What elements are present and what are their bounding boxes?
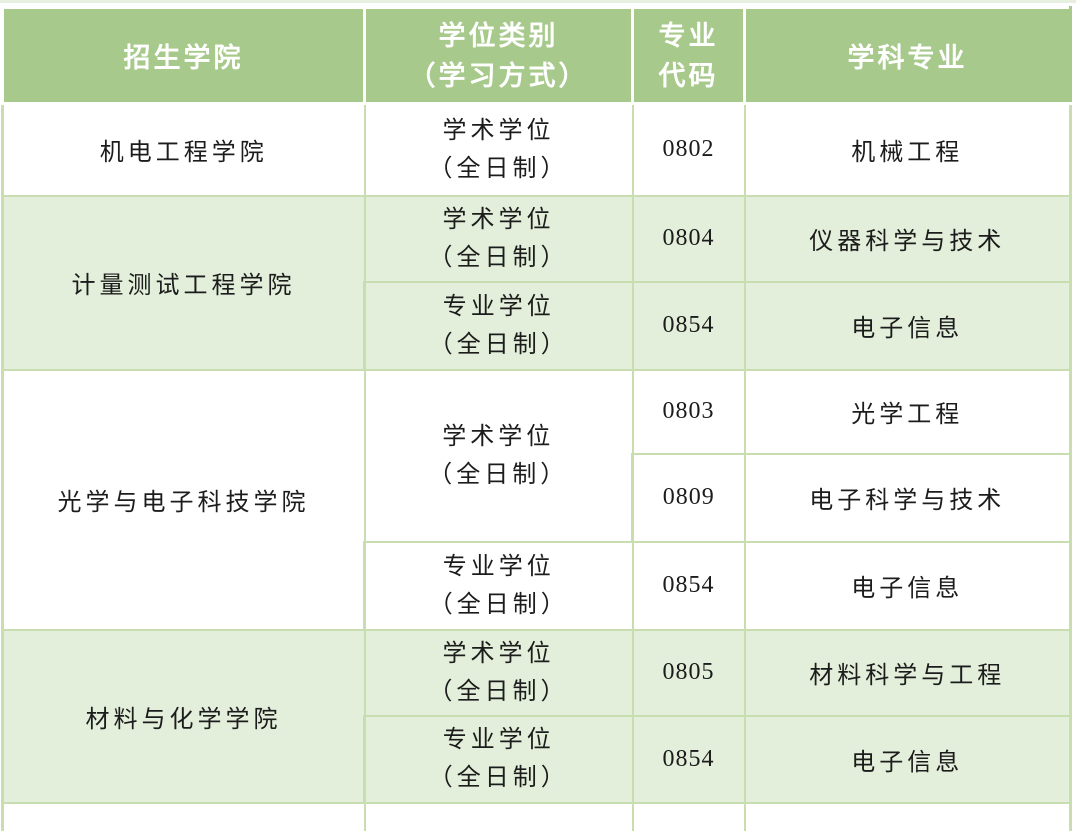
cell-code: 0804 bbox=[631, 194, 746, 283]
cell-major: 电子科学与技术 bbox=[743, 452, 1072, 543]
admissions-table: 招生学院 学位类别 （学习方式） 专业 代码 学科专业 机电工程学院 学术学位 … bbox=[1, 6, 1072, 831]
cell-major: 电子信息 bbox=[743, 280, 1072, 371]
study-mode-line: （全日制） bbox=[428, 591, 569, 618]
cell-degree: 专业学位 （全日制） bbox=[363, 714, 634, 804]
cell-major: 仪器科学与技术 bbox=[743, 194, 1072, 283]
table-row: 光学与电子科技学院 学术学位 （全日制） 0803 光学工程 bbox=[1, 368, 1072, 631]
table-row: 材料与化学学院 学术学位 （全日制） 0805 材料科学与工程 bbox=[1, 628, 1072, 804]
table-row: 专业学位 （全日制） 0854 电子信息 bbox=[3, 280, 1072, 371]
cell-college: 机电工程学院 bbox=[1, 102, 366, 197]
cell-code: 0854 bbox=[631, 540, 746, 631]
degree-type-line: 专业学位 bbox=[442, 293, 555, 320]
cell-code: 0809 bbox=[631, 452, 746, 543]
table-row: 专业学位 （全日制） 0854 电子信息 bbox=[3, 714, 1072, 804]
table-row: 机电工程学院 学术学位 （全日制） 0802 机械工程 bbox=[1, 102, 1072, 197]
cell-code: 0854 bbox=[631, 714, 746, 804]
header-code-line2: 代码 bbox=[658, 60, 719, 91]
cell-major: 机械工程 bbox=[743, 102, 1072, 197]
cell-degree: 学术学位 （全日制） bbox=[363, 368, 634, 543]
header-major-code: 专业 代码 bbox=[631, 6, 746, 105]
cropped-row-top bbox=[0, 0, 1076, 6]
cell-code: 0802 bbox=[631, 102, 746, 197]
cell-code: 0805 bbox=[631, 628, 746, 717]
degree-type-line: 专业学位 bbox=[442, 727, 555, 753]
study-mode-line: （全日制） bbox=[428, 331, 569, 358]
cell-code: 0803 bbox=[631, 368, 746, 455]
cell-major: 电子信息 bbox=[743, 540, 1072, 631]
cell-degree: 学术学位 （全日制） bbox=[363, 102, 634, 197]
cell-college: 材料与化学学院 bbox=[1, 628, 366, 804]
cropped-row-bottom-cell bbox=[363, 801, 634, 831]
cell-college: 计量测试工程学院 bbox=[1, 194, 366, 371]
header-college: 招生学院 bbox=[1, 6, 366, 105]
cropped-row-bottom bbox=[1, 801, 1072, 831]
cell-degree: 学术学位 （全日制） bbox=[363, 194, 634, 283]
cell-degree: 专业学位 （全日制） bbox=[363, 280, 634, 371]
table-row: 计量测试工程学院 学术学位 （全日制） 0804 仪器科学与技术 bbox=[1, 194, 1072, 371]
table-row: 专业学位 （全日制） 0854 电子信息 bbox=[3, 540, 1072, 631]
study-mode-line: （全日制） bbox=[428, 244, 569, 271]
header-code-line1: 专业 bbox=[658, 20, 719, 51]
header-degree-line2: （学习方式） bbox=[408, 60, 589, 91]
degree-type-line: 学术学位 bbox=[442, 423, 555, 450]
study-mode-line: （全日制） bbox=[428, 765, 569, 791]
study-mode-line: （全日制） bbox=[428, 678, 569, 705]
cell-major: 光学工程 bbox=[743, 368, 1072, 455]
degree-type-line: 学术学位 bbox=[442, 206, 555, 233]
cell-degree: 学术学位 （全日制） bbox=[363, 628, 634, 717]
cropped-row-bottom-cell bbox=[743, 801, 1072, 831]
cropped-row-bottom-cell bbox=[1, 801, 366, 831]
cell-major: 电子信息 bbox=[743, 714, 1072, 804]
cell-code: 0854 bbox=[631, 280, 746, 371]
degree-type-line: 学术学位 bbox=[442, 640, 555, 667]
cell-degree: 专业学位 （全日制） bbox=[363, 540, 634, 631]
study-mode-line: （全日制） bbox=[428, 461, 569, 488]
header-row: 招生学院 学位类别 （学习方式） 专业 代码 学科专业 bbox=[1, 6, 1072, 105]
degree-type-line: 专业学位 bbox=[442, 553, 555, 580]
header-degree-line1: 学位类别 bbox=[438, 20, 559, 51]
table-row: 0809 电子科学与技术 bbox=[3, 452, 1072, 543]
header-major: 学科专业 bbox=[743, 6, 1072, 105]
cropped-row-bottom-cell bbox=[631, 801, 746, 831]
study-mode-line: （全日制） bbox=[428, 155, 569, 182]
degree-type-line: 学术学位 bbox=[442, 117, 555, 144]
header-degree-type: 学位类别 （学习方式） bbox=[363, 6, 634, 105]
cell-major: 材料科学与工程 bbox=[743, 628, 1072, 717]
cell-college: 光学与电子科技学院 bbox=[1, 368, 366, 631]
